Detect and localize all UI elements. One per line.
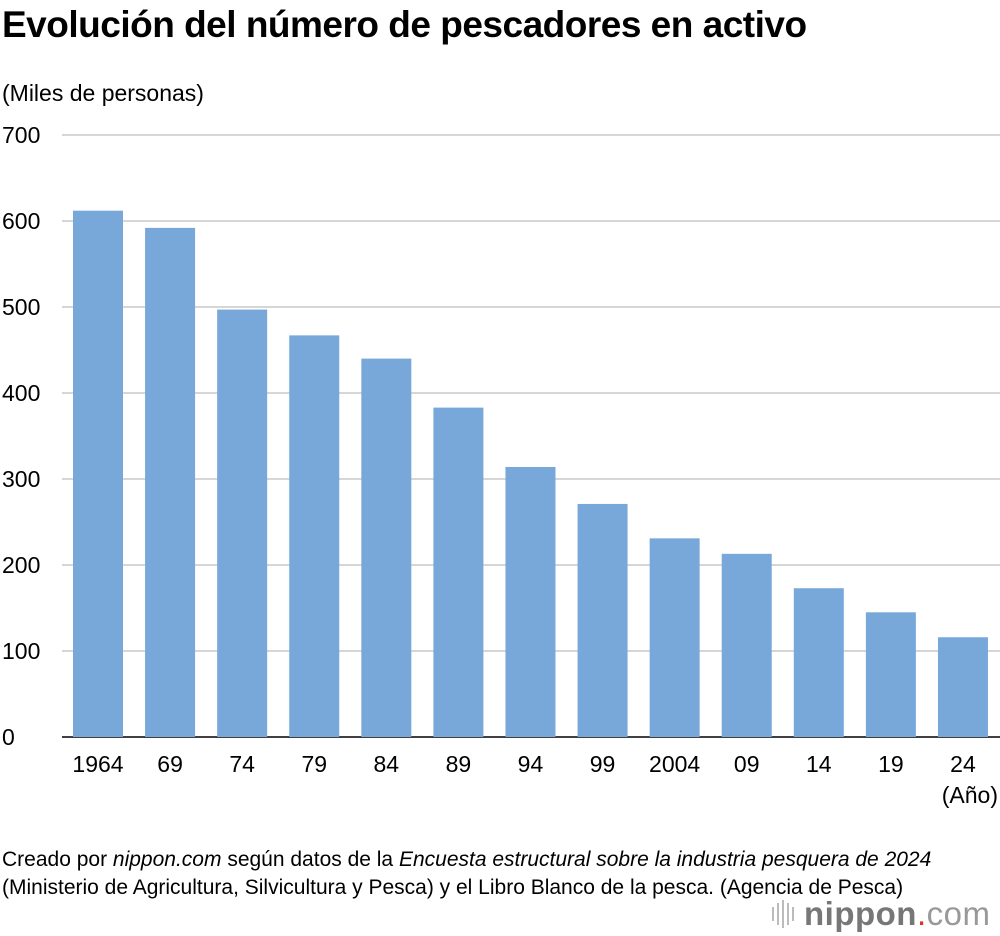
logo-sound-icon <box>772 900 794 928</box>
y-tick-label: 500 <box>2 294 40 320</box>
bar <box>289 335 340 737</box>
x-tick-label: 89 <box>446 751 472 777</box>
logo-tld: com <box>926 895 991 932</box>
y-tick-label: 100 <box>2 638 40 664</box>
bar <box>793 588 844 737</box>
x-tick-label: 69 <box>157 751 183 777</box>
source-note: Creado por nippon.com según datos de la … <box>2 846 932 902</box>
x-axis-label: (Año) <box>942 782 998 808</box>
y-tick-label: 600 <box>2 208 40 234</box>
y-axis-label: (Miles de personas) <box>2 80 204 106</box>
logo-text: nippon <box>804 895 917 932</box>
source-text: Creado por <box>2 848 113 871</box>
bar <box>145 227 196 737</box>
bar <box>73 210 123 737</box>
chart-title: Evolución del número de pescadores en ac… <box>2 4 807 45</box>
source-text: (Ministerio de Agricultura, Silvicultura… <box>2 876 904 899</box>
x-tick-label: 74 <box>229 751 255 777</box>
x-tick-label: 79 <box>301 751 327 777</box>
bar <box>577 503 628 737</box>
x-tick-label: 94 <box>518 751 544 777</box>
bar <box>649 538 700 737</box>
bar <box>721 553 772 737</box>
x-tick-label: 84 <box>374 751 400 777</box>
x-tick-label: 19 <box>878 751 904 777</box>
bar <box>217 309 268 737</box>
source-site: nippon.com <box>112 848 222 871</box>
source-survey: Encuesta estructural sobre la industria … <box>398 848 932 871</box>
bar <box>361 358 412 737</box>
y-tick-label: 300 <box>2 466 40 492</box>
x-tick-label: 24 <box>950 751 976 777</box>
bar-chart: 0 100 200 300 400 500 600 700 1964 69 74 79 84 89 94 99… <box>2 122 1000 808</box>
x-tick-label: 1964 <box>72 751 123 777</box>
bar <box>865 612 916 737</box>
nippon-logo: nippon. com <box>772 895 990 933</box>
source-text: según datos de la <box>221 848 399 871</box>
y-tick-label: 400 <box>2 380 40 406</box>
bar <box>505 466 556 737</box>
logo-dot: . <box>916 895 927 932</box>
x-tick-label: 14 <box>806 751 832 777</box>
bar <box>937 637 988 737</box>
y-tick-label: 700 <box>2 122 40 148</box>
y-tick-label: 0 <box>2 724 15 750</box>
x-tick-label: 99 <box>590 751 616 777</box>
x-tick-label: 2004 <box>649 751 700 777</box>
y-tick-label: 200 <box>2 552 40 578</box>
bar <box>433 407 484 737</box>
x-tick-label: 09 <box>734 751 760 777</box>
